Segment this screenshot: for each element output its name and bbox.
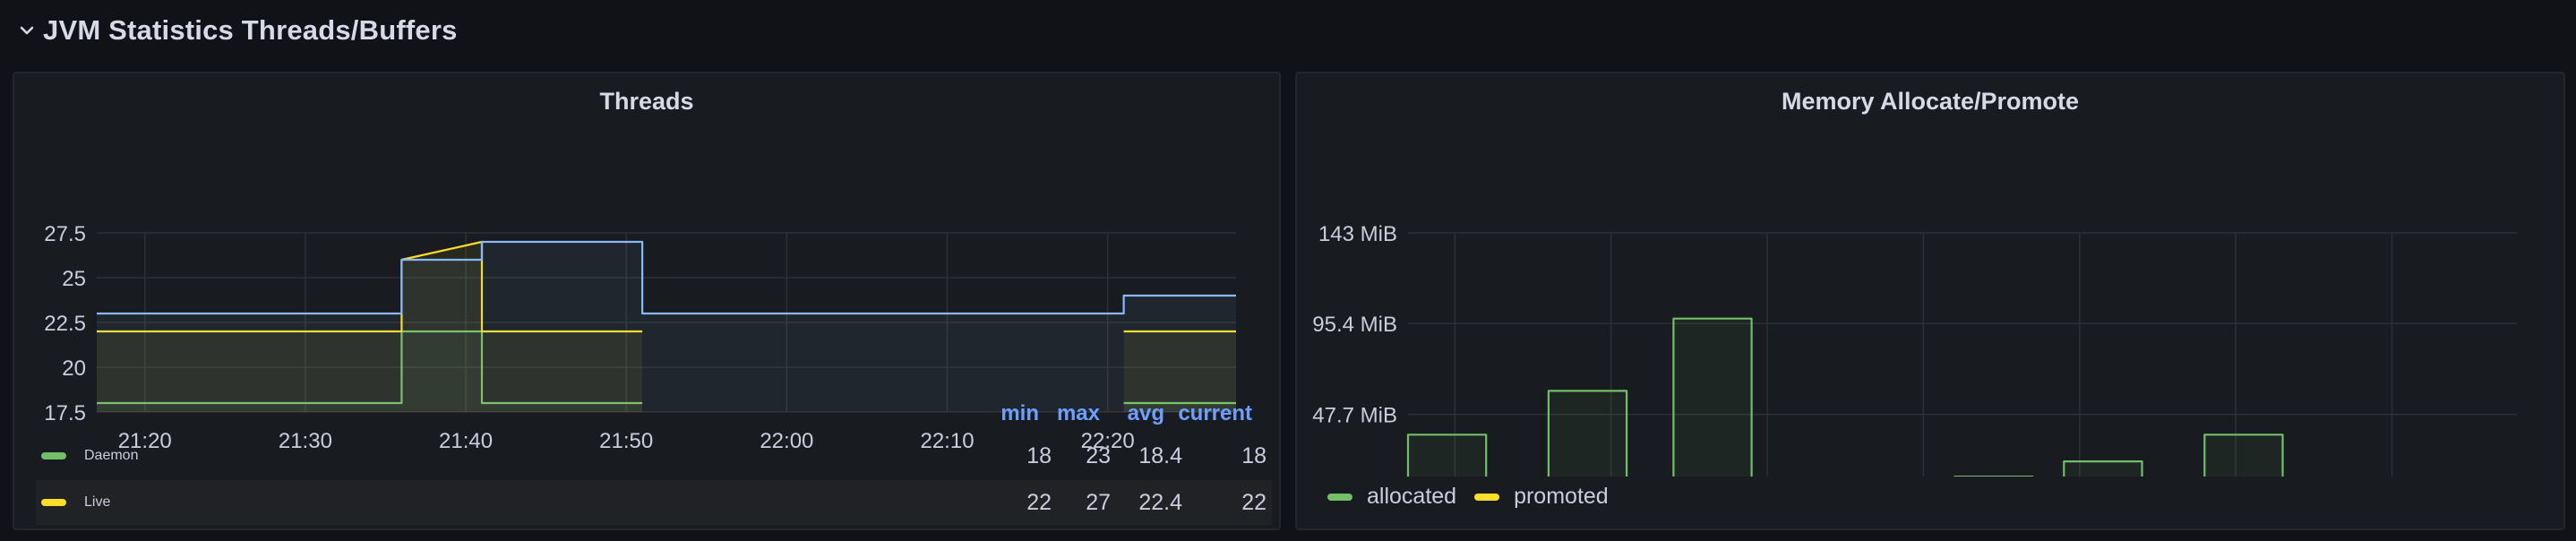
series-area [97,242,643,412]
panel-title[interactable]: Memory Allocate/Promote [1781,88,2080,115]
series-line [97,330,643,405]
row-header[interactable]: JVM Statistics Threads/Buffers [18,11,458,50]
memory-legend: allocated promoted [1327,484,1609,510]
legend-current-value: 22 [1241,489,1267,515]
x-tick-label: 21:20 [118,429,172,450]
x-tick-label: 21:40 [439,429,493,450]
series-area [97,242,1236,412]
panel-title[interactable]: Threads [599,88,694,115]
y-tick-label: 143 MiB [1318,222,1397,246]
legend-max-value: 27 [1086,489,1111,515]
legend-header-max[interactable]: max [1056,401,1100,425]
x-tick-label: 21:50 [599,429,653,450]
legend-row-daemon[interactable]: Daemon 18 23 18.4 18 [36,434,1272,478]
row-title: JVM Statistics Threads/Buffers [43,14,458,46]
chevron-down-icon[interactable] [18,21,36,39]
legend-item-allocated[interactable]: allocated [1327,484,1456,510]
x-tick-label: 21:30 [279,429,332,450]
legend-item-promoted[interactable]: promoted [1474,484,1609,510]
y-tick-label: 47.7 MiB [1312,404,1397,428]
legend-series-name[interactable]: Daemon [84,448,139,463]
series-area [1408,318,2283,477]
legend-header-avg[interactable]: avg [1127,401,1164,425]
y-tick-label: 17.5 [44,401,86,425]
series-line [97,240,1236,315]
series-color-swatch [1327,493,1352,501]
legend-max-value: 23 [1086,442,1111,468]
series-line [97,240,643,333]
series-area [1123,403,1236,412]
series-area [1123,331,1236,412]
legend-avg-value: 22.4 [1138,489,1182,515]
legend-min-value: 22 [1026,489,1052,515]
series-color-swatch [1474,493,1500,501]
threads-chart[interactable]: 17.5 20 22.5 25 27.5 21:20 21:30 21:40 21:50 22:0… [14,145,1279,450]
memory-panel: Memory Allocate/Promote 0 B47.7 MiB95.4 … [1295,72,2565,530]
x-tick-label: 22:00 [760,429,813,450]
legend-header-min[interactable]: min [1000,401,1039,425]
y-tick-label: 22.5 [44,312,86,336]
x-tick-label: 22:10 [920,429,974,450]
legend-row-live[interactable]: Live 22 27 22.4 22 [36,480,1272,525]
series-color-swatch[interactable] [41,499,66,506]
y-tick-label: 95.4 MiB [1312,313,1397,337]
y-tick-label: 20 [62,356,86,381]
legend-current-value: 18 [1241,442,1267,468]
legend-header-current[interactable]: current [1178,401,1252,425]
legend-series-name[interactable]: promoted [1514,484,1609,509]
y-tick-label: 27.5 [44,222,86,246]
series-color-swatch[interactable] [41,452,66,459]
legend-min-value: 18 [1026,442,1052,468]
x-tick-label: 22:20 [1081,429,1135,450]
legend-series-name[interactable]: Live [84,494,111,510]
threads-panel: Threads 17.5 20 22.5 25 27.5 21:20 21:30 21:40 2… [13,72,1281,530]
y-tick-label: 25 [62,267,86,291]
legend-avg-value: 18.4 [1138,442,1182,468]
legend-series-name[interactable]: allocated [1367,484,1457,509]
